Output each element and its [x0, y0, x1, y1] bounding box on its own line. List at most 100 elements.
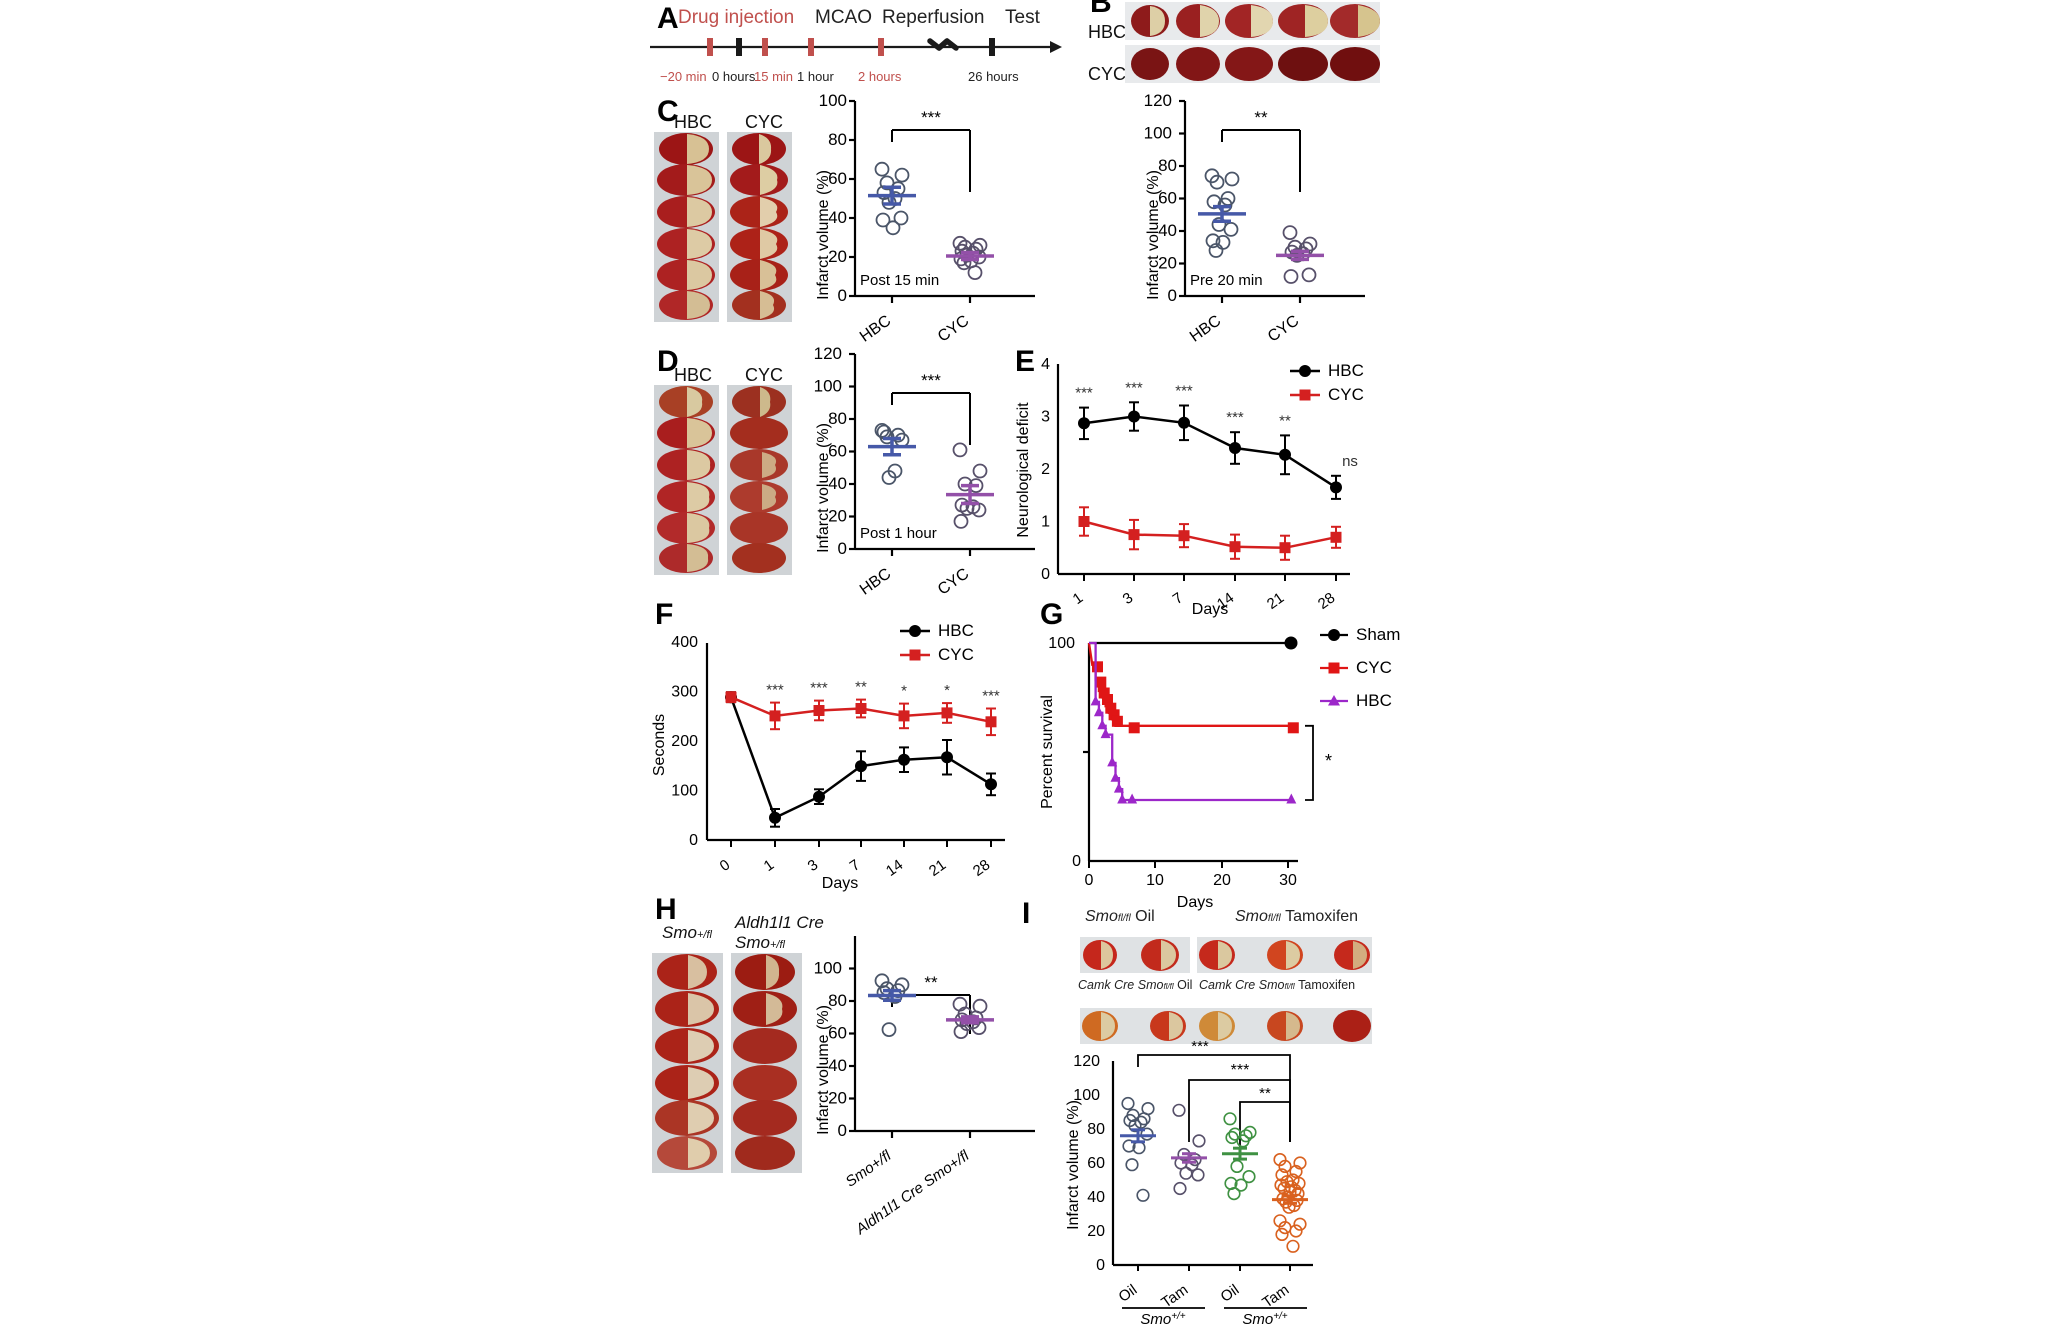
- svg-text:1: 1: [761, 856, 778, 875]
- svg-text:80: 80: [1087, 1121, 1105, 1138]
- svg-text:3: 3: [1041, 409, 1050, 426]
- svg-text:HBC: HBC: [857, 312, 894, 345]
- svg-text:***: ***: [1191, 1038, 1209, 1055]
- svg-text:28: 28: [970, 856, 993, 879]
- svg-text:200: 200: [671, 733, 698, 750]
- svg-text:400: 400: [671, 634, 698, 651]
- svg-text:26 hours: 26 hours: [968, 69, 1019, 84]
- svg-text:***: ***: [921, 108, 941, 127]
- svg-text:3: 3: [805, 856, 822, 875]
- svg-text:80: 80: [828, 130, 847, 149]
- svg-text:Days: Days: [1177, 894, 1213, 911]
- svg-text:10: 10: [1146, 872, 1164, 889]
- svg-text:Reperfusion: Reperfusion: [882, 7, 984, 28]
- svg-text:Tam: Tam: [1158, 1281, 1191, 1311]
- svg-text:***: ***: [921, 371, 941, 390]
- svg-text:20: 20: [1213, 872, 1231, 889]
- svg-text:0: 0: [1072, 853, 1081, 870]
- svg-text:Infarct volume (%): Infarct volume (%): [815, 1005, 832, 1135]
- svg-text:Tam: Tam: [1259, 1281, 1292, 1311]
- svg-text:Oil: Oil: [1116, 1281, 1141, 1305]
- svg-text:−20 min: −20 min: [660, 69, 707, 84]
- svg-text:100: 100: [814, 959, 842, 978]
- svg-text:0: 0: [1041, 566, 1050, 583]
- svg-text:30: 30: [1279, 872, 1297, 889]
- svg-text:120: 120: [1144, 91, 1172, 110]
- svg-text:CYC: CYC: [935, 565, 972, 598]
- svg-text:Percent survival: Percent survival: [1039, 695, 1056, 809]
- svg-text:0: 0: [717, 856, 734, 875]
- svg-text:0: 0: [838, 539, 847, 558]
- svg-text:**: **: [1254, 108, 1268, 127]
- svg-text:40: 40: [1087, 1189, 1105, 1206]
- svg-text:20: 20: [1087, 1223, 1105, 1240]
- svg-text:**: **: [1279, 412, 1291, 429]
- svg-text:***: ***: [1231, 1062, 1250, 1079]
- svg-text:Post 15 min: Post 15 min: [860, 272, 939, 289]
- svg-text:***: ***: [810, 680, 828, 697]
- svg-text:*: *: [1325, 751, 1332, 771]
- svg-text:300: 300: [671, 684, 698, 701]
- svg-text:***: ***: [1175, 383, 1193, 400]
- svg-text:14: 14: [883, 856, 906, 879]
- svg-text:Smo+/+: Smo+/+: [1140, 1311, 1185, 1329]
- svg-text:*: *: [901, 683, 907, 700]
- svg-text:ns: ns: [1342, 453, 1358, 470]
- svg-text:Neurological deficit: Neurological deficit: [1015, 402, 1032, 538]
- svg-text:Smo+/fl: Smo+/fl: [843, 1147, 895, 1191]
- svg-text:Post 1 hour: Post 1 hour: [860, 525, 937, 542]
- svg-text:HBC: HBC: [1187, 312, 1224, 345]
- svg-text:0: 0: [1085, 872, 1094, 889]
- svg-text:**: **: [924, 973, 938, 992]
- svg-text:CYC: CYC: [1265, 312, 1302, 345]
- svg-text:4: 4: [1041, 356, 1050, 373]
- svg-text:21: 21: [926, 856, 949, 879]
- svg-text:Infarct volume (%): Infarct volume (%): [1145, 170, 1162, 300]
- svg-text:HBC: HBC: [1356, 691, 1392, 710]
- svg-text:***: ***: [1125, 379, 1143, 396]
- svg-text:HBC: HBC: [1328, 361, 1364, 380]
- svg-text:100: 100: [819, 91, 847, 110]
- svg-text:0: 0: [838, 286, 847, 305]
- svg-text:Drug injection: Drug injection: [678, 7, 794, 28]
- svg-text:1: 1: [1041, 514, 1050, 531]
- svg-text:CYC: CYC: [1328, 385, 1364, 404]
- svg-text:Smo+/+: Smo+/+: [1242, 1311, 1287, 1329]
- svg-text:**: **: [1259, 1085, 1271, 1102]
- svg-text:100: 100: [1144, 124, 1172, 143]
- svg-text:*: *: [944, 682, 950, 699]
- svg-text:CYC: CYC: [1356, 658, 1392, 677]
- svg-text:15 min: 15 min: [754, 69, 793, 84]
- svg-text:Infarct volume (%): Infarct volume (%): [1065, 1100, 1082, 1230]
- svg-text:**: **: [855, 679, 867, 696]
- svg-text:Infarct volume (%): Infarct volume (%): [815, 423, 832, 553]
- svg-text:Infarct volume (%): Infarct volume (%): [815, 170, 832, 300]
- svg-text:MCAO: MCAO: [815, 7, 872, 28]
- svg-text:Sham: Sham: [1356, 625, 1400, 644]
- svg-text:2 hours: 2 hours: [858, 69, 902, 84]
- svg-text:0: 0: [1096, 1257, 1105, 1274]
- svg-text:Seconds: Seconds: [651, 714, 668, 776]
- svg-text:0: 0: [838, 1121, 847, 1140]
- svg-text:Test: Test: [1005, 7, 1041, 28]
- svg-text:CYC: CYC: [938, 645, 974, 664]
- svg-text:Days: Days: [822, 875, 858, 892]
- svg-text:***: ***: [1226, 409, 1244, 426]
- svg-text:120: 120: [814, 344, 842, 363]
- svg-text:***: ***: [982, 688, 1000, 705]
- svg-text:0 hours: 0 hours: [712, 69, 756, 84]
- svg-text:100: 100: [1048, 635, 1075, 652]
- svg-text:***: ***: [766, 682, 784, 699]
- svg-text:1 hour: 1 hour: [797, 69, 835, 84]
- svg-text:100: 100: [814, 377, 842, 396]
- svg-text:60: 60: [1087, 1155, 1105, 1172]
- svg-text:2: 2: [1041, 461, 1050, 478]
- svg-text:HBC: HBC: [938, 621, 974, 640]
- svg-text:0: 0: [1168, 286, 1177, 305]
- svg-text:7: 7: [847, 856, 864, 875]
- svg-text:HBC: HBC: [857, 565, 894, 598]
- svg-text:Oil: Oil: [1218, 1281, 1243, 1305]
- svg-text:120: 120: [1073, 1053, 1100, 1070]
- svg-text:100: 100: [671, 783, 698, 800]
- svg-text:0: 0: [689, 832, 698, 849]
